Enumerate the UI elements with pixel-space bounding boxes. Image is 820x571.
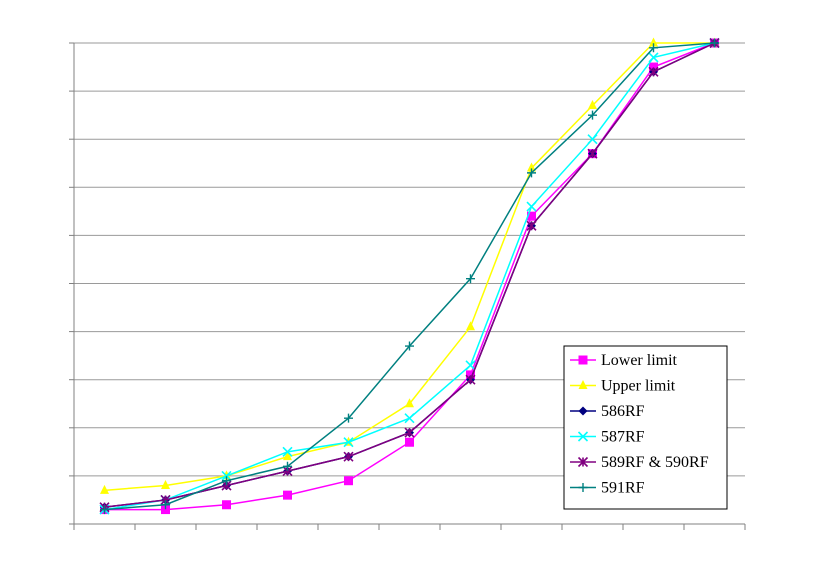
legend-marker <box>578 355 588 365</box>
legend-item: Upper limit <box>570 378 676 395</box>
data-point <box>161 505 170 515</box>
axes <box>69 42 746 530</box>
legend-item: 589RF & 590RF <box>570 454 709 471</box>
legend-item: 591RF <box>570 480 645 497</box>
data-point <box>404 427 415 438</box>
series-5 <box>100 38 719 515</box>
data-point <box>283 461 292 471</box>
legend-item: 586RF <box>570 403 645 420</box>
data-point <box>405 398 414 408</box>
data-point <box>526 201 537 212</box>
data-point <box>588 110 597 120</box>
legend-box <box>563 345 728 510</box>
data-point <box>527 211 536 221</box>
data-point <box>343 451 354 462</box>
data-point <box>222 500 231 510</box>
data-point <box>222 476 231 486</box>
data-point <box>282 446 293 457</box>
legend-marker <box>578 483 588 492</box>
data-point <box>466 370 475 380</box>
data-point <box>527 168 536 178</box>
legend-item: Lower limit <box>570 352 678 369</box>
legend-label: 586RF <box>601 403 645 420</box>
data-point <box>526 220 537 231</box>
legend-item: 587RF <box>570 429 645 446</box>
legend-marker <box>577 431 589 442</box>
legend-label: Upper limit <box>601 378 676 395</box>
data-point <box>343 437 354 448</box>
data-point <box>649 43 658 53</box>
data-point <box>221 470 232 481</box>
legend-marker <box>578 406 588 416</box>
data-point <box>100 505 109 515</box>
data-point <box>283 451 292 461</box>
data-point <box>100 484 109 494</box>
data-point <box>344 476 353 486</box>
data-point <box>648 52 659 63</box>
data-point <box>344 413 353 423</box>
data-point <box>283 490 292 500</box>
data-point <box>404 413 415 424</box>
data-point <box>649 37 658 47</box>
data-point <box>466 321 475 331</box>
data-point <box>465 374 476 385</box>
data-point <box>648 66 659 77</box>
legend-label: 587RF <box>601 429 645 446</box>
data-point <box>588 100 597 110</box>
gridlines <box>74 42 745 477</box>
legend-label: 589RF & 590RF <box>601 454 709 471</box>
data-point <box>527 162 536 172</box>
legend-marker <box>577 456 589 468</box>
series-layer <box>99 37 720 515</box>
data-point <box>587 134 598 145</box>
legend-label: 591RF <box>601 480 645 497</box>
data-point <box>466 274 475 284</box>
legend-label: Lower limit <box>601 352 678 369</box>
data-point <box>465 360 476 371</box>
data-point <box>405 437 414 447</box>
data-point <box>161 480 170 490</box>
data-point <box>161 500 170 510</box>
series-4 <box>99 37 720 513</box>
data-point <box>587 148 598 159</box>
data-point <box>710 38 719 48</box>
data-point <box>405 341 414 351</box>
legend: Lower limit Upper limit 586RF 587RF 589RF & … <box>563 345 728 510</box>
data-point <box>649 62 658 72</box>
legend-marker <box>578 380 588 389</box>
